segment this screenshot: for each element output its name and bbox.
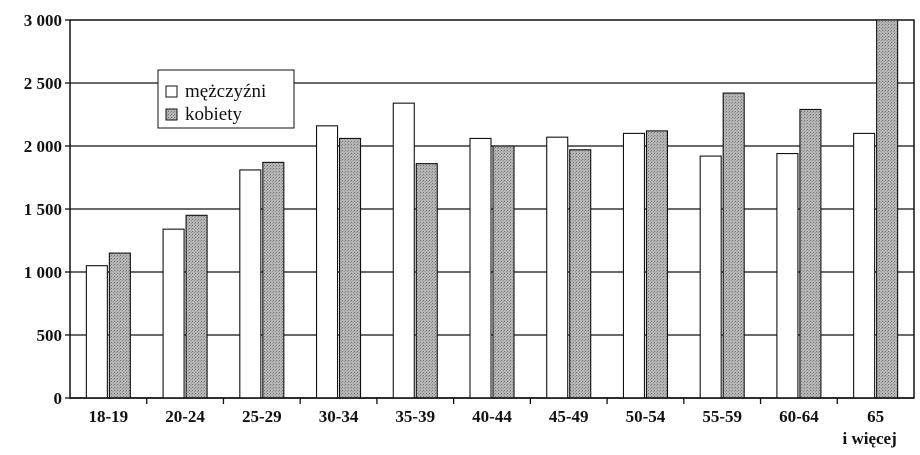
bar-women	[262, 161, 285, 399]
x-tick-label-second-line: i więcej	[842, 429, 896, 448]
bar-men	[853, 132, 876, 399]
bar-men	[392, 102, 415, 399]
x-tick-label: 60-64	[779, 407, 819, 426]
bar-women	[799, 108, 822, 399]
y-tick-label: 0	[54, 389, 63, 408]
bar-women	[569, 149, 592, 399]
legend-box	[157, 69, 295, 129]
legend-label-women: kobiety	[185, 104, 242, 125]
y-tick-label: 2 500	[24, 74, 62, 93]
bar-women	[185, 214, 208, 399]
x-tick-label: 40-44	[472, 407, 512, 426]
bar-men	[776, 153, 799, 399]
legend-label-men: mężczyźni	[185, 81, 266, 102]
y-axis: 0 500 1 000 1 500 2 000 2 500 3 000	[24, 11, 70, 408]
x-tick-label: 18-19	[89, 407, 129, 426]
legend-swatch-women	[165, 108, 178, 121]
y-tick-label: 3 000	[24, 11, 62, 30]
y-tick-label: 500	[37, 326, 63, 345]
bar-women	[876, 19, 899, 399]
bar-women	[338, 137, 362, 399]
bar-women	[415, 163, 438, 399]
bar-men	[239, 169, 262, 399]
y-tick-label: 1 500	[24, 200, 62, 219]
x-axis: 18-19 20-24 25-29 30-34 35-39 40-44 45-49 50-54…	[70, 397, 914, 448]
bar-men	[699, 155, 722, 399]
y-tick-label: 1 000	[24, 263, 62, 282]
bar-men	[162, 228, 185, 399]
bar-men	[315, 125, 339, 399]
bar-women	[108, 252, 131, 399]
legend: mężczyźni kobiety	[157, 69, 295, 129]
x-tick-label: 55-59	[702, 407, 742, 426]
x-tick-label: 35-39	[395, 407, 435, 426]
bar-men	[469, 137, 492, 399]
bar-women	[645, 130, 669, 399]
x-tick-label: 50-54	[626, 407, 666, 426]
x-tick-label: 45-49	[549, 407, 589, 426]
y-tick-label: 2 000	[24, 137, 62, 156]
bar-women	[492, 145, 515, 399]
bar-men	[622, 132, 646, 399]
bars	[85, 19, 899, 399]
legend-swatch-men	[165, 85, 178, 98]
bar-women	[722, 92, 745, 399]
x-tick-label: 25-29	[242, 407, 282, 426]
x-tick-label: 20-24	[165, 407, 205, 426]
x-tick-label: 30-34	[319, 407, 359, 426]
x-tick-label: 65	[867, 407, 884, 426]
bar-men	[546, 136, 569, 399]
bar-men	[85, 265, 108, 399]
